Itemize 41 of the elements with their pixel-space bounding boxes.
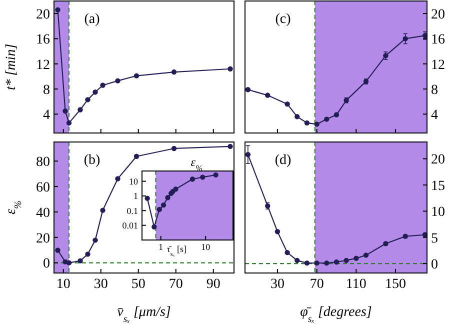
y-tick-label: 0.01 [122,220,138,230]
y-tick-label: 15 [431,178,445,194]
y-tick-label: 8 [43,82,50,98]
y-tick-label: 80 [36,154,50,170]
annotation: (d) [274,153,292,168]
y-tick-label: 20 [36,231,50,246]
x-tick-label: 10 [56,277,70,292]
y-tick-label: 20 [431,152,445,168]
x-axis-title: φ̄$_{sₓ}$ [degrees] [300,305,372,324]
x-tick-label: 90 [206,277,220,292]
x-axis-title: v̄$_{sₓ}$ [μm/s] [117,305,171,324]
y-tick-label: 12 [36,58,50,73]
y-tick-label: 1 [134,191,138,202]
y-axis-title: t* [min] [4,44,19,90]
x-tick-label: 50 [131,277,146,292]
x-tick-label: 30 [94,277,108,292]
x-axis-title: τ̄$_{sₓ}$ [s] [166,244,186,258]
y-tick-label: 4 [43,108,50,124]
annotation: (b) [84,153,100,168]
x-tick-label: 70 [168,277,183,292]
y-tick-label: 0.1 [126,206,138,216]
y-tick-label: 60 [36,180,50,196]
x-tick-label: 150 [385,277,406,292]
annotation: (a) [84,12,100,27]
x-tick-label: 30 [270,277,284,292]
y-tick-label: 16 [431,32,445,48]
y-tick-label: 12 [431,58,445,73]
y-tick-label: 5 [431,231,438,246]
y-tick-label: 20 [36,7,50,22]
y-tick-label: 0 [43,256,50,272]
y-tick-label: 40 [36,206,50,221]
x-tick-label: 110 [346,277,366,292]
y-tick-label: 8 [431,82,438,98]
y-tick-label: 20 [431,7,445,22]
annotation: (c) [275,12,292,27]
y-tick-label: 10 [129,176,138,186]
y-tick-label: 10 [431,205,445,220]
x-tick-label: 70 [310,277,324,292]
y-tick-label: 0 [431,257,438,272]
y-tick-label: 4 [431,108,438,124]
y-tick-label: 16 [36,32,50,48]
